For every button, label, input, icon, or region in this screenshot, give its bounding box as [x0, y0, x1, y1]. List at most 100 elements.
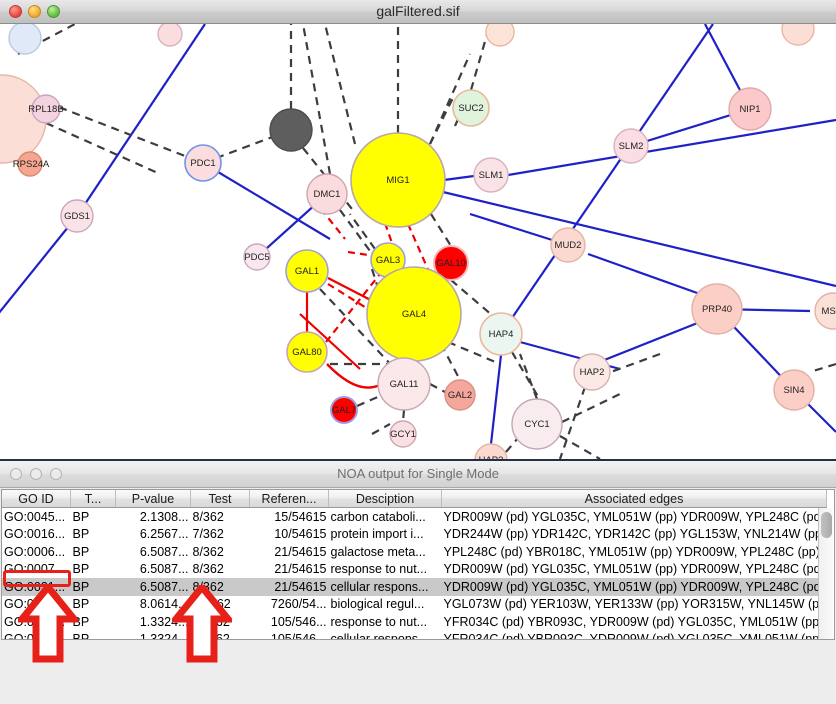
cell-pvalue: 6.2567...	[139, 527, 189, 542]
node-GAL10[interactable]	[433, 245, 469, 281]
cell-reference: 10/54615	[274, 527, 327, 542]
panel-minimize-button[interactable]	[30, 468, 42, 480]
network-canvas[interactable]: RPL18B RPS24A GDS1 PDC1 PDC5 SUC2 SLM1 M…	[0, 24, 836, 459]
cell-description: carbon cataboli...	[330, 509, 426, 524]
column-header-pvalue[interactable]: P-value	[115, 490, 191, 508]
node-label-GAL2: GAL2	[448, 390, 472, 401]
node-partial-top2[interactable]	[485, 24, 515, 47]
window-titlebar: galFiltered.sif	[0, 0, 836, 24]
node-label-GCY1: GCY1	[390, 429, 416, 440]
node-label-GAL3: GAL3	[376, 255, 400, 266]
node-SLM1[interactable]	[473, 157, 509, 193]
cell-associated-edges: YDR009W (pd) YGL035C, YML051W (pp) YDR00…	[443, 509, 827, 524]
cell-pvalue: 6.5087...	[139, 544, 189, 559]
node-GAL80[interactable]	[286, 331, 328, 373]
cell-associated-edges: YFR034C (pd) YBR093C, YDR009W (pd) YGL03…	[443, 632, 827, 640]
node-GAL2[interactable]	[444, 379, 476, 411]
node-SUC2[interactable]	[452, 89, 490, 127]
network-edges	[0, 24, 836, 459]
scrollbar-thumb[interactable]	[821, 512, 832, 538]
node-unlabeled-gray[interactable]	[269, 108, 313, 152]
node-GAL1[interactable]	[285, 249, 329, 293]
node-RPL18B[interactable]	[31, 94, 61, 124]
column-header-type[interactable]: T...	[70, 490, 116, 508]
cell-go-id: GO:0065...	[4, 597, 66, 612]
node-GAL7[interactable]	[330, 396, 358, 424]
column-header-reference[interactable]: Referen...	[249, 490, 329, 508]
node-label-GAL7: GAL7	[332, 405, 356, 416]
noa-output-panel: NOA output for Single Mode GO ID T... P-…	[0, 459, 836, 704]
cell-type: BP	[72, 614, 90, 629]
cell-reference: 21/54615	[249, 578, 329, 596]
node-label-HAP4: HAP4	[489, 329, 514, 340]
node-PDC5[interactable]	[243, 243, 271, 271]
node-SIN4[interactable]	[773, 369, 815, 411]
node-GDS1[interactable]	[60, 199, 94, 233]
table-row[interactable]: GO:0031... BP 1.3324... 11/362 105/546... res…	[2, 613, 827, 631]
table-row[interactable]: GO:0031... BP 6.5087... 8/362 21/54615 cellul…	[2, 578, 827, 596]
table-row[interactable]: GO:0045... BP 2.1308... 8/362 15/54615 carbon…	[2, 508, 827, 526]
node-NIP1[interactable]	[728, 87, 772, 131]
column-header-go-id[interactable]: GO ID	[2, 490, 71, 508]
node-label-GAL80: GAL80	[292, 347, 322, 358]
node-label-MUD2: MUD2	[555, 240, 582, 251]
node-SLM2[interactable]	[613, 128, 649, 164]
column-header-description[interactable]: Desciption	[328, 490, 442, 508]
window-title: galFiltered.sif	[376, 3, 460, 19]
node-MIG1[interactable]	[350, 132, 446, 228]
node-PDC1[interactable]	[184, 144, 222, 182]
results-table[interactable]: GO ID T... P-value Test Referen... Desci…	[2, 490, 827, 640]
node-MSI[interactable]	[814, 292, 836, 330]
column-header-associated-edges[interactable]: Associated edges	[441, 490, 827, 508]
node-partial-topright[interactable]	[781, 24, 815, 46]
cell-type: BP	[72, 632, 90, 640]
node-HAP3[interactable]	[474, 443, 508, 459]
node-GAL11[interactable]	[377, 357, 431, 411]
zoom-button[interactable]	[47, 5, 60, 18]
node-HAP2[interactable]	[573, 353, 611, 391]
table-row[interactable]: GO:0065... BP 8.0614... 94/362 7260/54... bio…	[2, 596, 827, 614]
close-button[interactable]	[9, 5, 22, 18]
node-RPS24A[interactable]	[17, 151, 43, 177]
cell-test: 8/362	[192, 562, 224, 577]
cell-type: BP	[72, 562, 90, 577]
panel-titlebar: NOA output for Single Mode	[0, 461, 836, 488]
panel-window-controls	[10, 468, 62, 480]
network-nodes[interactable]: RPL18B RPS24A GDS1 PDC1 PDC5 SUC2 SLM1 M…	[0, 24, 836, 459]
cell-type: BP	[72, 509, 90, 524]
cell-type: BP	[72, 527, 90, 542]
node-DMC1[interactable]	[306, 173, 348, 215]
node-CYC1[interactable]	[511, 398, 563, 450]
minimize-button[interactable]	[28, 5, 41, 18]
table-row[interactable]: GO:0006... BP 6.5087... 8/362 21/54615 galact…	[2, 543, 827, 561]
node-GCY1[interactable]	[389, 420, 417, 448]
cell-pvalue: 8.0614...	[139, 597, 189, 612]
cell-test: 94/362	[192, 597, 231, 612]
node-HAP4[interactable]	[479, 312, 523, 356]
cell-description: protein import i...	[330, 527, 424, 542]
table-row[interactable]: GO:0007... BP 6.5087... 8/362 21/54615 respon…	[2, 561, 827, 579]
node-label-MSI: MSI	[822, 306, 836, 317]
panel-zoom-button[interactable]	[50, 468, 62, 480]
table-vertical-scrollbar[interactable]	[818, 508, 833, 639]
node-label-SUC2: SUC2	[458, 103, 483, 114]
results-table-container[interactable]: GO ID T... P-value Test Referen... Desci…	[1, 489, 835, 640]
cell-go-id: GO:0016...	[4, 527, 66, 542]
node-partial-topleft[interactable]	[8, 24, 42, 55]
node-label-GAL11: GAL11	[390, 379, 419, 390]
node-label-PDC1: PDC1	[190, 158, 215, 169]
cell-pvalue: 1.3324...	[139, 614, 189, 629]
cell-description: cellular respons...	[328, 578, 442, 596]
table-row[interactable]: GO:0031... BP 1.3324... 11/362 105/546... cel…	[2, 631, 827, 640]
cell-associated-edges: YFR034C (pd) YBR093C, YDR009W (pd) YGL03…	[443, 614, 827, 629]
table-body[interactable]: GO:0045... BP 2.1308... 8/362 15/54615 carbon…	[2, 508, 827, 640]
table-header-row: GO ID T... P-value Test Referen... Desci…	[2, 490, 827, 508]
node-PRP40[interactable]	[691, 283, 743, 335]
cell-test: 11/362	[192, 614, 230, 629]
column-header-test[interactable]: Test	[190, 490, 250, 508]
cell-pvalue: 1.3324...	[139, 632, 189, 640]
panel-close-button[interactable]	[10, 468, 22, 480]
node-partial-top[interactable]	[157, 24, 183, 47]
node-MUD2[interactable]	[550, 227, 586, 263]
table-row[interactable]: GO:0016... BP 6.2567... 7/362 10/54615 protei…	[2, 526, 827, 544]
